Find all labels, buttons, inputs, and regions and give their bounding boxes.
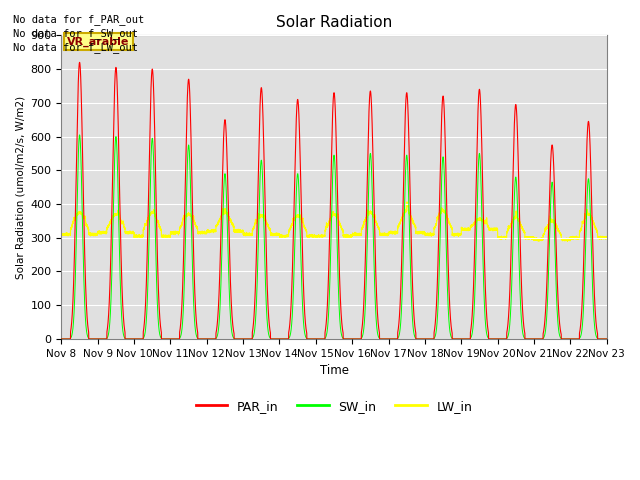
Y-axis label: Solar Radiation (umol/m2/s, W/m2): Solar Radiation (umol/m2/s, W/m2) [15, 96, 25, 279]
Text: VR_arable: VR_arable [67, 36, 129, 47]
X-axis label: Time: Time [319, 364, 349, 377]
Legend: PAR_in, SW_in, LW_in: PAR_in, SW_in, LW_in [191, 395, 477, 418]
Title: Solar Radiation: Solar Radiation [276, 15, 392, 30]
Text: No data for f_LW_out: No data for f_LW_out [13, 42, 138, 53]
Text: No data for f_PAR_out: No data for f_PAR_out [13, 13, 144, 24]
Text: No data for f_SW_out: No data for f_SW_out [13, 28, 138, 39]
